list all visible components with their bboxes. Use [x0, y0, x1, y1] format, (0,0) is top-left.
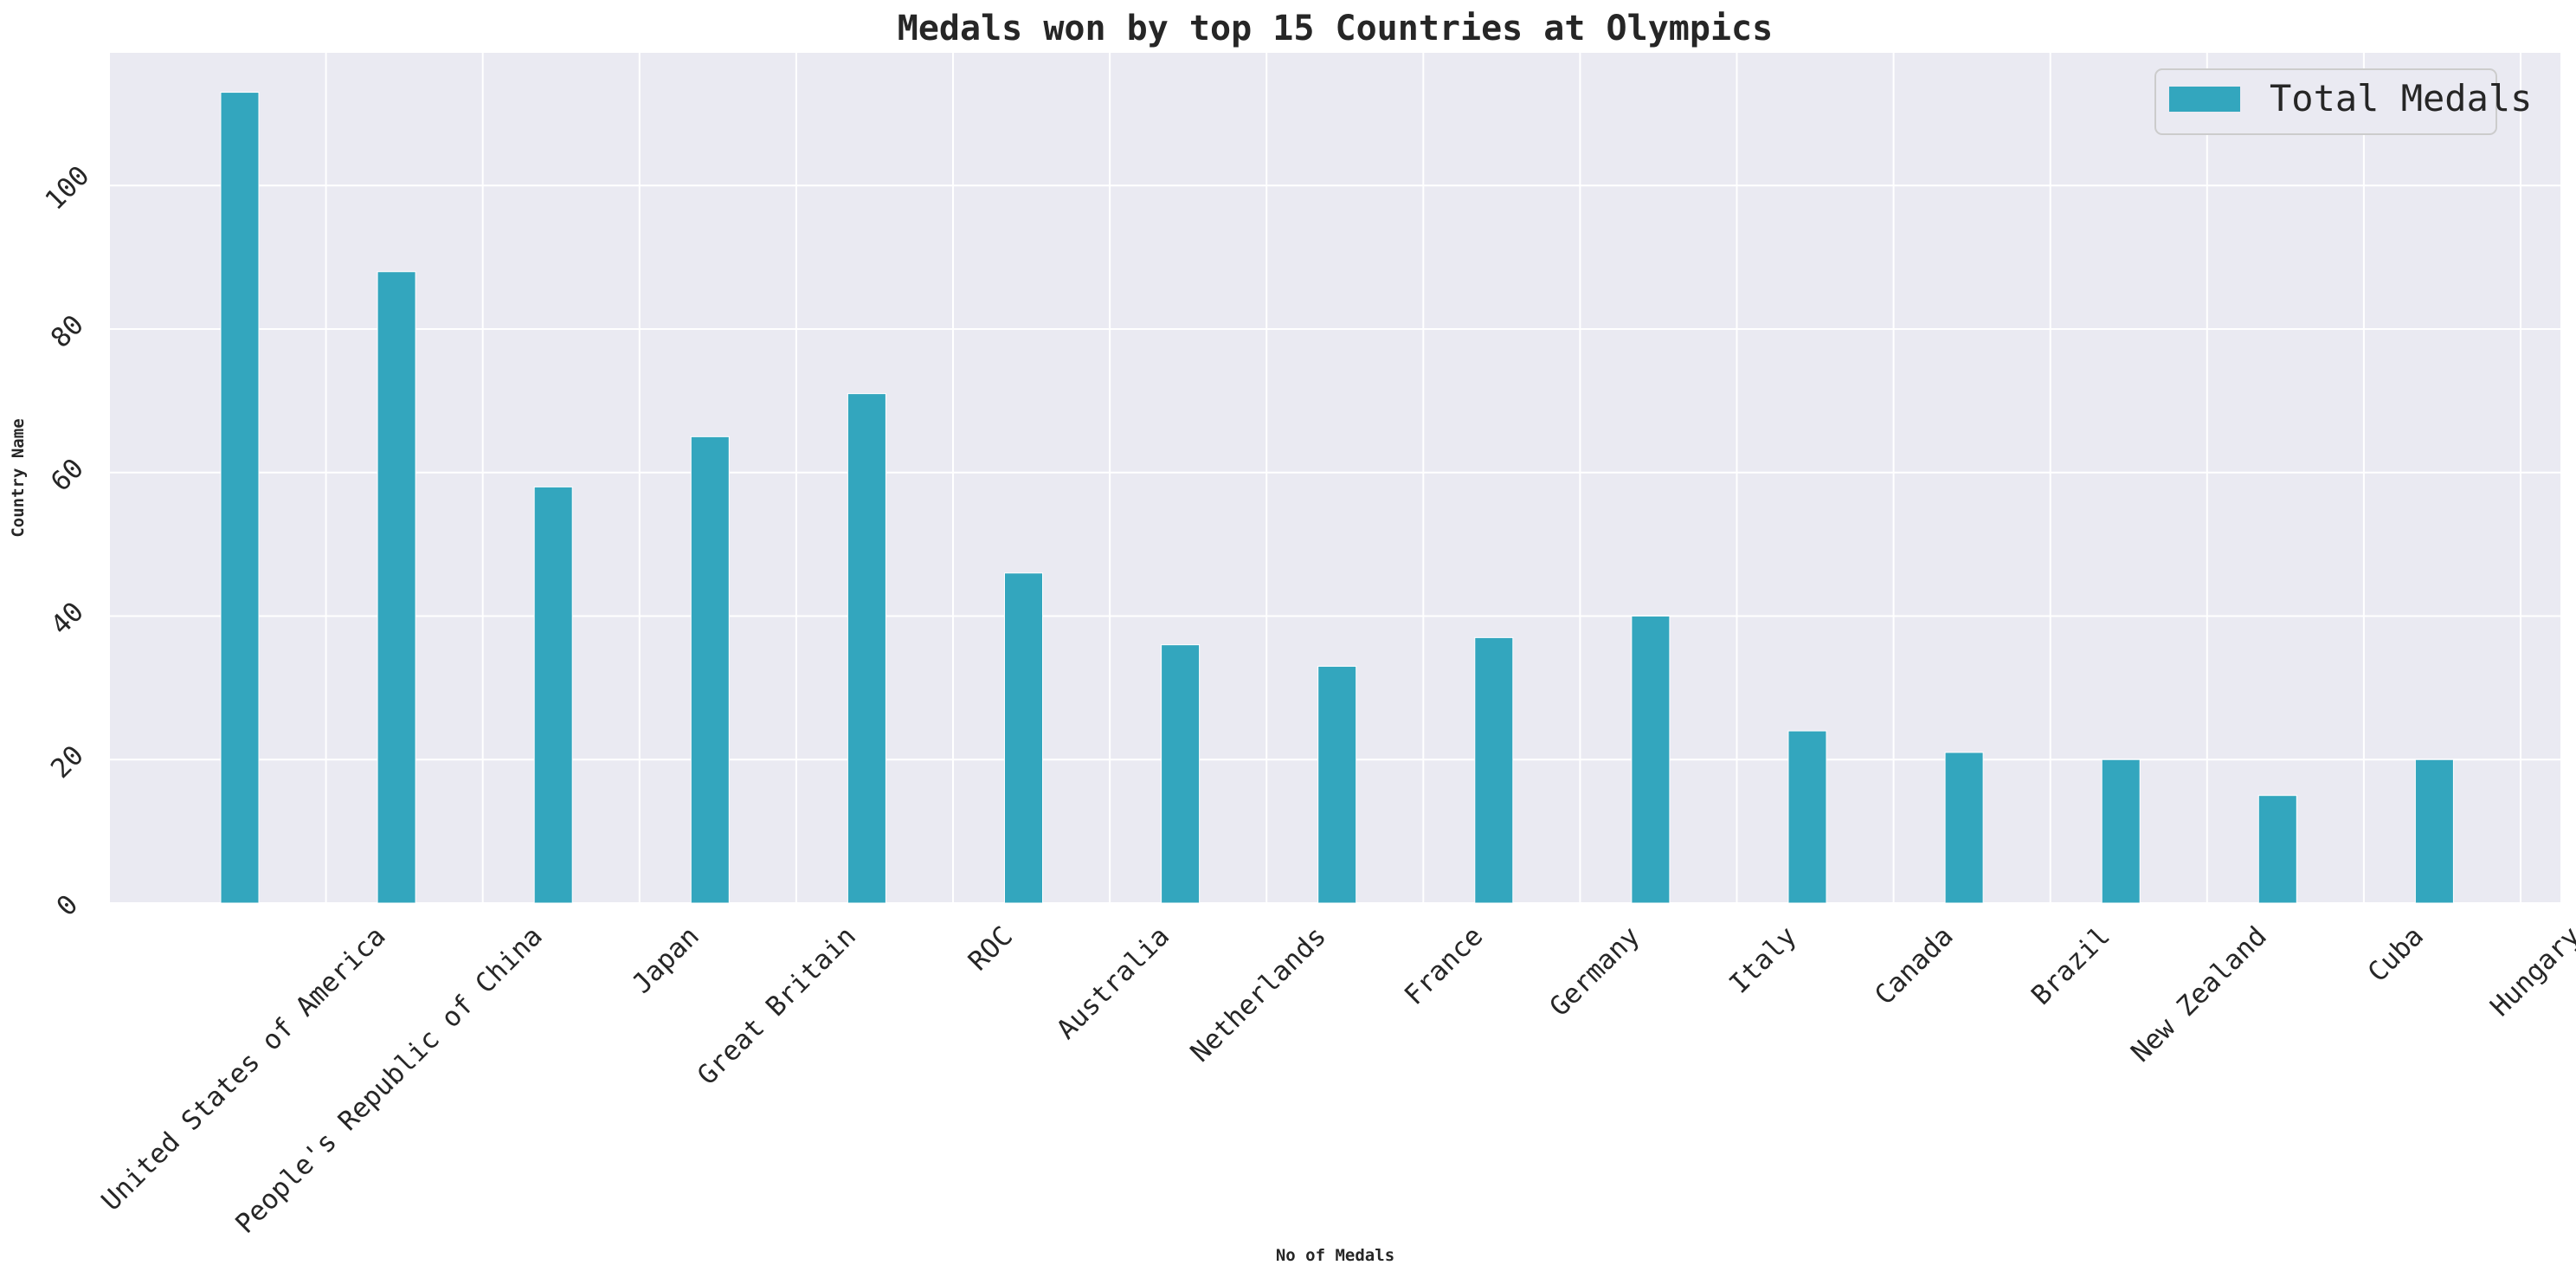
bar-italy: [1631, 616, 1671, 904]
bar-netherlands: [1161, 644, 1201, 904]
bar-japan: [533, 486, 573, 904]
x-tick-label: Great Britain: [692, 920, 862, 1091]
bar-canada: [1787, 730, 1827, 904]
x-tick-label: France: [1399, 920, 1490, 1011]
bar-great-britain: [690, 436, 730, 904]
x-tick-label: Germany: [1544, 920, 1646, 1023]
x-tick-label: United States of America: [95, 920, 391, 1217]
x-tick-label: Japan: [626, 920, 705, 999]
y-tick-label: 100: [39, 160, 95, 216]
y-axis-label: Country Name: [9, 418, 28, 537]
legend-box: [2154, 68, 2497, 135]
bar-united-states-of-america: [220, 92, 260, 904]
bars: [220, 92, 2454, 904]
y-tick-label: 20: [45, 739, 90, 784]
bar-france: [1317, 666, 1357, 904]
x-tick-label: Hungary: [2484, 920, 2576, 1023]
bar-cuba: [2257, 795, 2297, 904]
legend-label: Total Medals: [2270, 77, 2532, 119]
y-tick-label: 40: [45, 597, 90, 642]
x-tick-label: People's Republic of China: [229, 920, 549, 1240]
y-tick-labels: 0 20 40 60 80 100: [39, 160, 95, 923]
legend-swatch: [2169, 87, 2240, 112]
x-tick-label: Netherlands: [1185, 920, 1333, 1068]
bar-hungary: [2414, 758, 2454, 904]
bar-brazil: [1944, 752, 1984, 904]
bar-people-s-republic-of-china: [377, 271, 416, 904]
x-tick-label: Canada: [1869, 920, 1960, 1011]
x-tick-label: Italy: [1723, 920, 1802, 999]
chart-title: Medals won by top 15 Countries at Olympi…: [898, 9, 1773, 48]
x-tick-label: Brazil: [2025, 920, 2116, 1011]
bar-new-zealand: [2101, 758, 2141, 904]
x-tick-label: Cuba: [2362, 920, 2430, 988]
bar-roc: [847, 393, 886, 904]
x-tick-label: New Zealand: [2125, 920, 2273, 1068]
y-tick-label: 60: [45, 453, 90, 498]
bar-australia: [1004, 572, 1043, 904]
y-tick-label: 0: [51, 889, 85, 923]
bar-germany: [1474, 636, 1514, 904]
legend: Total Medals: [2154, 68, 2532, 135]
x-tick-label: ROC: [963, 920, 1019, 977]
x-axis-label: No of Medals: [1276, 1246, 1394, 1265]
y-tick-label: 80: [45, 309, 90, 354]
x-tick-label: Australia: [1051, 920, 1175, 1045]
